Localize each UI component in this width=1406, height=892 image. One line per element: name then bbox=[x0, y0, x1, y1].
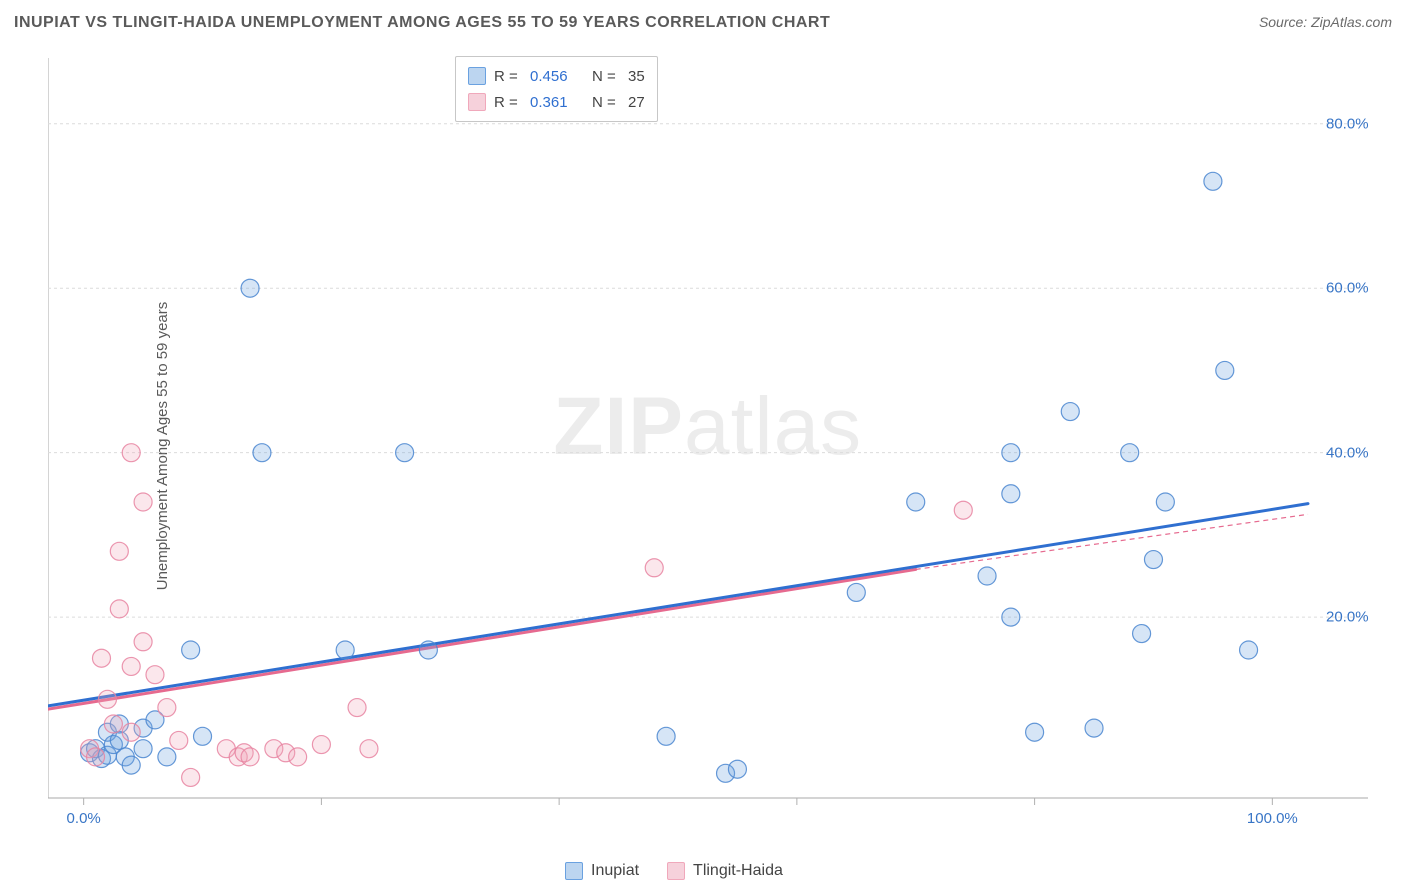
legend-r-value: 0.456 bbox=[530, 68, 584, 85]
y-tick-label: 80.0% bbox=[1326, 115, 1406, 132]
legend-row: R = 0.361 N = 27 bbox=[468, 89, 645, 115]
correlation-legend: R = 0.456 N = 35 R = 0.361 N = 27 bbox=[455, 56, 658, 122]
legend-r-label: R = bbox=[494, 94, 522, 111]
series-legend: Inupiat Tlingit-Haida bbox=[565, 862, 783, 880]
x-tick-label: 0.0% bbox=[67, 810, 101, 892]
legend-row: R = 0.456 N = 35 bbox=[468, 63, 645, 89]
legend-swatch bbox=[667, 862, 685, 880]
x-tick-label: 100.0% bbox=[1247, 810, 1298, 892]
legend-n-value: 35 bbox=[628, 68, 645, 85]
legend-swatch bbox=[468, 93, 486, 111]
y-tick-label: 40.0% bbox=[1326, 444, 1406, 461]
series-legend-label: Tlingit-Haida bbox=[693, 862, 783, 880]
scatter-chart bbox=[48, 48, 1378, 838]
legend-n-value: 27 bbox=[628, 94, 645, 111]
legend-r-label: R = bbox=[494, 68, 522, 85]
legend-n-label: N = bbox=[592, 94, 620, 111]
legend-swatch bbox=[565, 862, 583, 880]
y-tick-label: 20.0% bbox=[1326, 609, 1406, 626]
chart-title: INUPIAT VS TLINGIT-HAIDA UNEMPLOYMENT AM… bbox=[14, 14, 830, 32]
series-legend-item: Tlingit-Haida bbox=[667, 862, 783, 880]
source-attribution: Source: ZipAtlas.com bbox=[1259, 14, 1392, 30]
legend-r-value: 0.361 bbox=[530, 94, 584, 111]
legend-n-label: N = bbox=[592, 68, 620, 85]
series-legend-item: Inupiat bbox=[565, 862, 639, 880]
legend-swatch bbox=[468, 67, 486, 85]
y-tick-label: 60.0% bbox=[1326, 280, 1406, 297]
series-legend-label: Inupiat bbox=[591, 862, 639, 880]
